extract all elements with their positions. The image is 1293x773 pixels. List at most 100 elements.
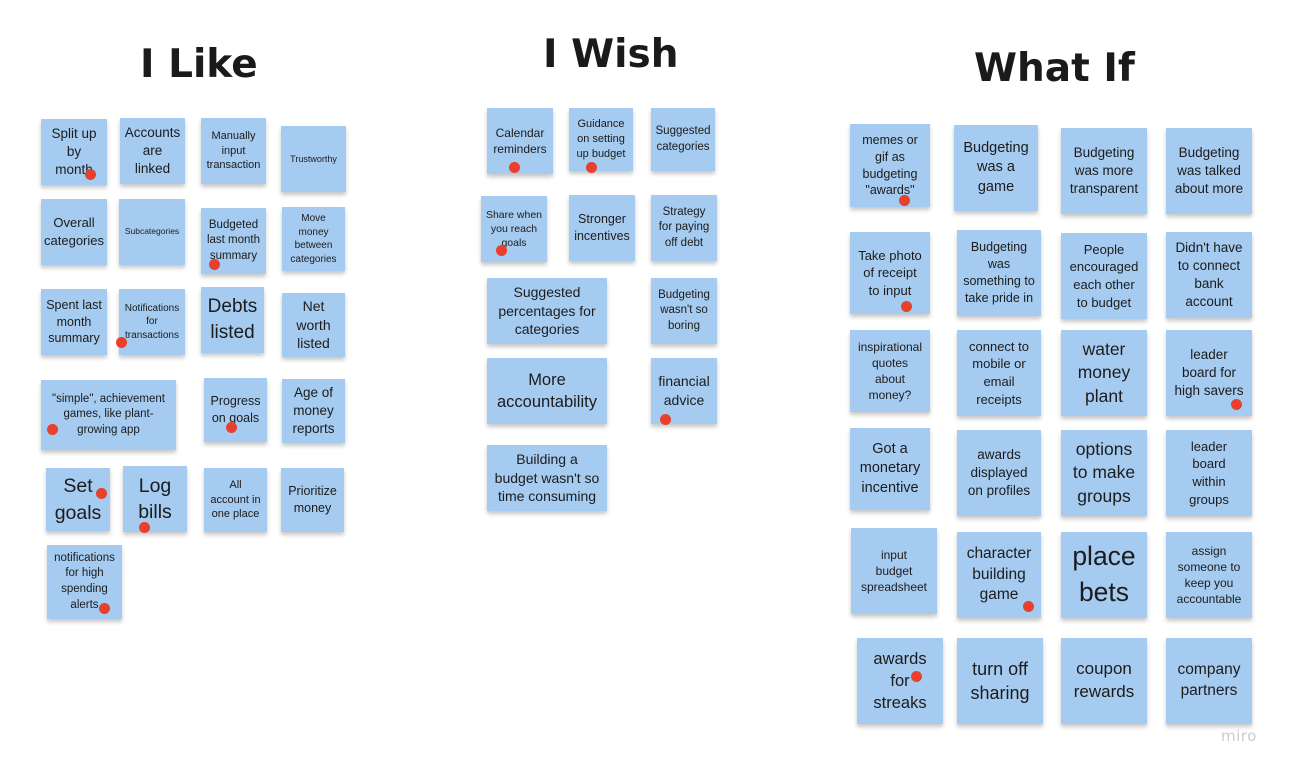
sticky-note-text: awards for streaks (873, 649, 927, 713)
sticky-note[interactable]: Building a budget wasn't so time consumi… (487, 445, 607, 511)
heading-i-like: I Like (140, 42, 258, 87)
sticky-note[interactable]: Prioritize money (281, 468, 344, 532)
vote-dot (84, 168, 96, 180)
sticky-note[interactable]: Share when you reach goals (481, 196, 547, 262)
sticky-note[interactable]: Accounts are linked (120, 118, 185, 184)
sticky-note[interactable]: Budgeting was more transparent (1061, 128, 1147, 214)
sticky-note-text: Got a monetary incentive (859, 440, 921, 496)
sticky-note-text: Manually input transaction (206, 129, 261, 172)
sticky-note[interactable]: notifications for high spending alerts (47, 545, 122, 619)
sticky-note[interactable]: Set goals (46, 468, 110, 531)
sticky-note[interactable]: More accountability (487, 358, 607, 424)
sticky-note[interactable]: Net worth listed (282, 293, 345, 357)
sticky-note-text: input budget spreadsheet (860, 547, 928, 595)
sticky-note-text: Debts listed (207, 296, 258, 343)
sticky-note[interactable]: place bets (1061, 532, 1147, 618)
vote-dot (138, 521, 150, 533)
sticky-note[interactable]: financial advice (651, 358, 717, 425)
sticky-note[interactable]: Subcategories (119, 199, 185, 265)
sticky-note[interactable]: Log bills (123, 466, 187, 533)
sticky-note[interactable]: company partners (1166, 638, 1252, 724)
sticky-note[interactable]: Split up by month (41, 119, 107, 185)
sticky-note-text: Building a budget wasn't so time consumi… (494, 450, 600, 505)
sticky-note[interactable]: Guidance on setting up budget (569, 108, 633, 173)
sticky-note[interactable]: Budgeting was a game (954, 125, 1038, 211)
sticky-note[interactable]: leader board within groups (1166, 430, 1252, 516)
sticky-note-text: Notifications for transactions (124, 302, 180, 341)
miro-logo: miro (1221, 727, 1257, 745)
sticky-note-text: Didn't have to connect bank account (1175, 239, 1243, 310)
sticky-note-text: Prioritize money (288, 484, 337, 515)
sticky-note[interactable]: Budgeting was something to take pride in (957, 230, 1041, 316)
sticky-note-text: Take photo of receipt to input (858, 247, 922, 298)
sticky-note[interactable]: People encouraged each other to budget (1061, 233, 1147, 319)
sticky-note-text: Net worth listed (296, 297, 331, 352)
sticky-note[interactable]: Suggested percentages for categories (487, 278, 607, 344)
sticky-note[interactable]: Budgeted last month summary (201, 208, 266, 274)
sticky-note[interactable]: Manually input transaction (201, 118, 266, 184)
sticky-note[interactable]: Calendar reminders (487, 108, 553, 174)
sticky-note[interactable]: Take photo of receipt to input (850, 232, 930, 314)
vote-dot (1022, 600, 1034, 612)
sticky-note[interactable]: Budgeting was talked about more (1166, 128, 1252, 214)
sticky-note-text: coupon rewards (1073, 659, 1135, 701)
vote-dot (910, 670, 922, 682)
sticky-note[interactable]: "simple", achievement games, like plant-… (41, 380, 176, 450)
sticky-note[interactable]: awards for streaks (857, 638, 943, 724)
sticky-note-text: Move money between categories (290, 213, 337, 265)
sticky-note[interactable]: Move money between categories (282, 207, 345, 271)
vote-dot (46, 423, 58, 435)
sticky-note-text: Budgeting was a game (963, 139, 1029, 195)
sticky-note-text: connect to mobile or email receipts (969, 338, 1029, 407)
sticky-note[interactable]: Spent last month summary (41, 289, 107, 355)
vote-dot (95, 487, 107, 499)
sticky-note-text: Budgeting was more transparent (1069, 144, 1139, 197)
sticky-note[interactable]: input budget spreadsheet (851, 528, 937, 614)
sticky-note-text: Log bills (138, 474, 172, 523)
sticky-note-text: Budgeted last month summary (206, 218, 261, 262)
vote-dot (508, 161, 520, 173)
sticky-note[interactable]: All account in one place (204, 468, 267, 532)
sticky-note[interactable]: Didn't have to connect bank account (1166, 232, 1252, 318)
sticky-note[interactable]: Progress on goals (204, 378, 267, 442)
sticky-note[interactable]: Overall categories (41, 199, 107, 265)
sticky-note-text: Suggested categories (655, 124, 711, 153)
sticky-note-text: inspirational quotes about money? (857, 339, 923, 403)
sticky-note[interactable]: Budgeting wasn't so boring (651, 278, 717, 344)
sticky-note[interactable]: Trustworthy (281, 126, 346, 192)
vote-dot (659, 413, 671, 425)
sticky-note[interactable]: turn off sharing (957, 638, 1043, 724)
sticky-note-text: options to make groups (1072, 438, 1136, 506)
sticky-note-text: Spent last month summary (46, 297, 102, 346)
sticky-note[interactable]: memes or gif as budgeting "awards" (850, 124, 930, 207)
sticky-note[interactable]: inspirational quotes about money? (850, 330, 930, 412)
sticky-note[interactable]: Debts listed (201, 287, 264, 353)
sticky-note[interactable]: assign someone to keep you accountable (1166, 532, 1252, 618)
sticky-note[interactable]: coupon rewards (1061, 638, 1147, 724)
sticky-note-text: awards displayed on profiles (967, 446, 1031, 499)
sticky-note-text: More accountability (497, 370, 597, 411)
sticky-note[interactable]: Got a monetary incentive (850, 428, 930, 510)
vote-dot (495, 244, 507, 256)
sticky-note[interactable]: connect to mobile or email receipts (957, 330, 1041, 416)
sticky-note-text: Stronger incentives (574, 212, 630, 243)
sticky-note-text: memes or gif as budgeting "awards" (862, 132, 918, 198)
sticky-note[interactable]: character building game (957, 532, 1041, 618)
sticky-note-text: Guidance on setting up budget (576, 118, 626, 160)
sticky-note-text: Share when you reach goals (485, 208, 543, 250)
sticky-note-text: place bets (1072, 541, 1136, 607)
sticky-note[interactable]: Notifications for transactions (115, 289, 185, 355)
sticky-note[interactable]: leader board for high savers (1166, 330, 1252, 416)
sticky-note[interactable]: awards displayed on profiles (957, 430, 1041, 516)
sticky-note-text: Subcategories (124, 226, 180, 237)
sticky-note-text: water money plant (1077, 338, 1131, 406)
sticky-note[interactable]: Stronger incentives (569, 195, 635, 261)
sticky-note-text: Set goals (54, 475, 102, 524)
sticky-note-text: notifications for high spending alerts (54, 551, 115, 611)
sticky-note[interactable]: Age of money reports (282, 379, 345, 443)
heading-i-wish: I Wish (543, 32, 679, 77)
sticky-note[interactable]: water money plant (1061, 330, 1147, 416)
sticky-note[interactable]: Suggested categories (651, 108, 715, 171)
sticky-note[interactable]: Strategy for paying off debt (651, 195, 717, 261)
sticky-note[interactable]: options to make groups (1061, 430, 1147, 516)
